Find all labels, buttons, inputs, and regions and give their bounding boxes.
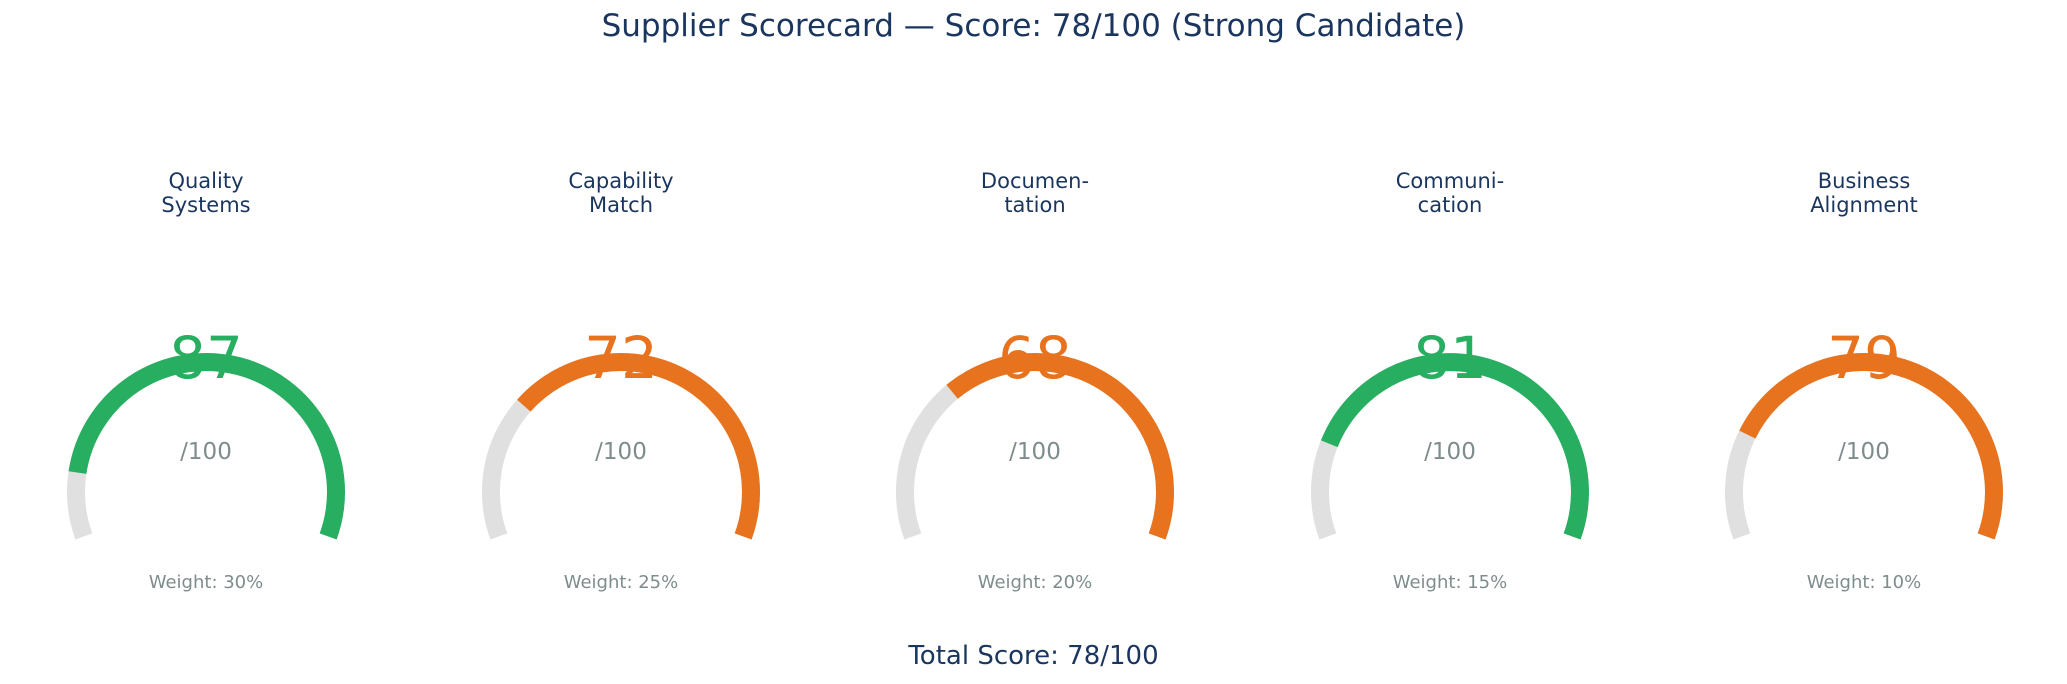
gauge-value-arc: [946, 353, 1174, 540]
gauge-weight-label: Weight: 15%: [1393, 572, 1508, 593]
gauge-weight-label: Weight: 25%: [564, 572, 679, 593]
gauge-value-arc: [1320, 353, 1589, 540]
gauge-label-line: Documen-: [981, 169, 1089, 193]
gauge-scale-label: /100: [1838, 439, 1890, 465]
gauge-label-line: Capability: [568, 169, 673, 193]
total-score: Total Score: 78/100: [908, 641, 1159, 671]
gauge-label-line: Communi-: [1396, 169, 1504, 193]
gauge-label-line: Business: [1818, 169, 1911, 193]
gauge-scale-label: /100: [1009, 439, 1061, 465]
gauge-value-arc: [1739, 353, 2003, 540]
gauge-label-line: Match: [589, 193, 653, 217]
gauge-scale-label: /100: [595, 439, 647, 465]
gauge-scale-label: /100: [1424, 439, 1476, 465]
gauge-label-line: tation: [1004, 193, 1065, 217]
gauge-label-line: cation: [1418, 193, 1483, 217]
gauge-value-arc: [517, 353, 760, 540]
gauge-value-arc: [68, 353, 345, 540]
gauge-label-line: Quality: [168, 169, 243, 193]
gauge-label-line: Alignment: [1810, 193, 1918, 217]
gauge-weight-label: Weight: 20%: [978, 572, 1093, 593]
gauge-weight-label: Weight: 10%: [1807, 572, 1922, 593]
gauge-weight-label: Weight: 30%: [149, 572, 264, 593]
gauge-scale-label: /100: [180, 439, 232, 465]
chart-title: Supplier Scorecard — Score: 78/100 (Stro…: [601, 8, 1466, 44]
gauge-label-line: Systems: [161, 193, 250, 217]
